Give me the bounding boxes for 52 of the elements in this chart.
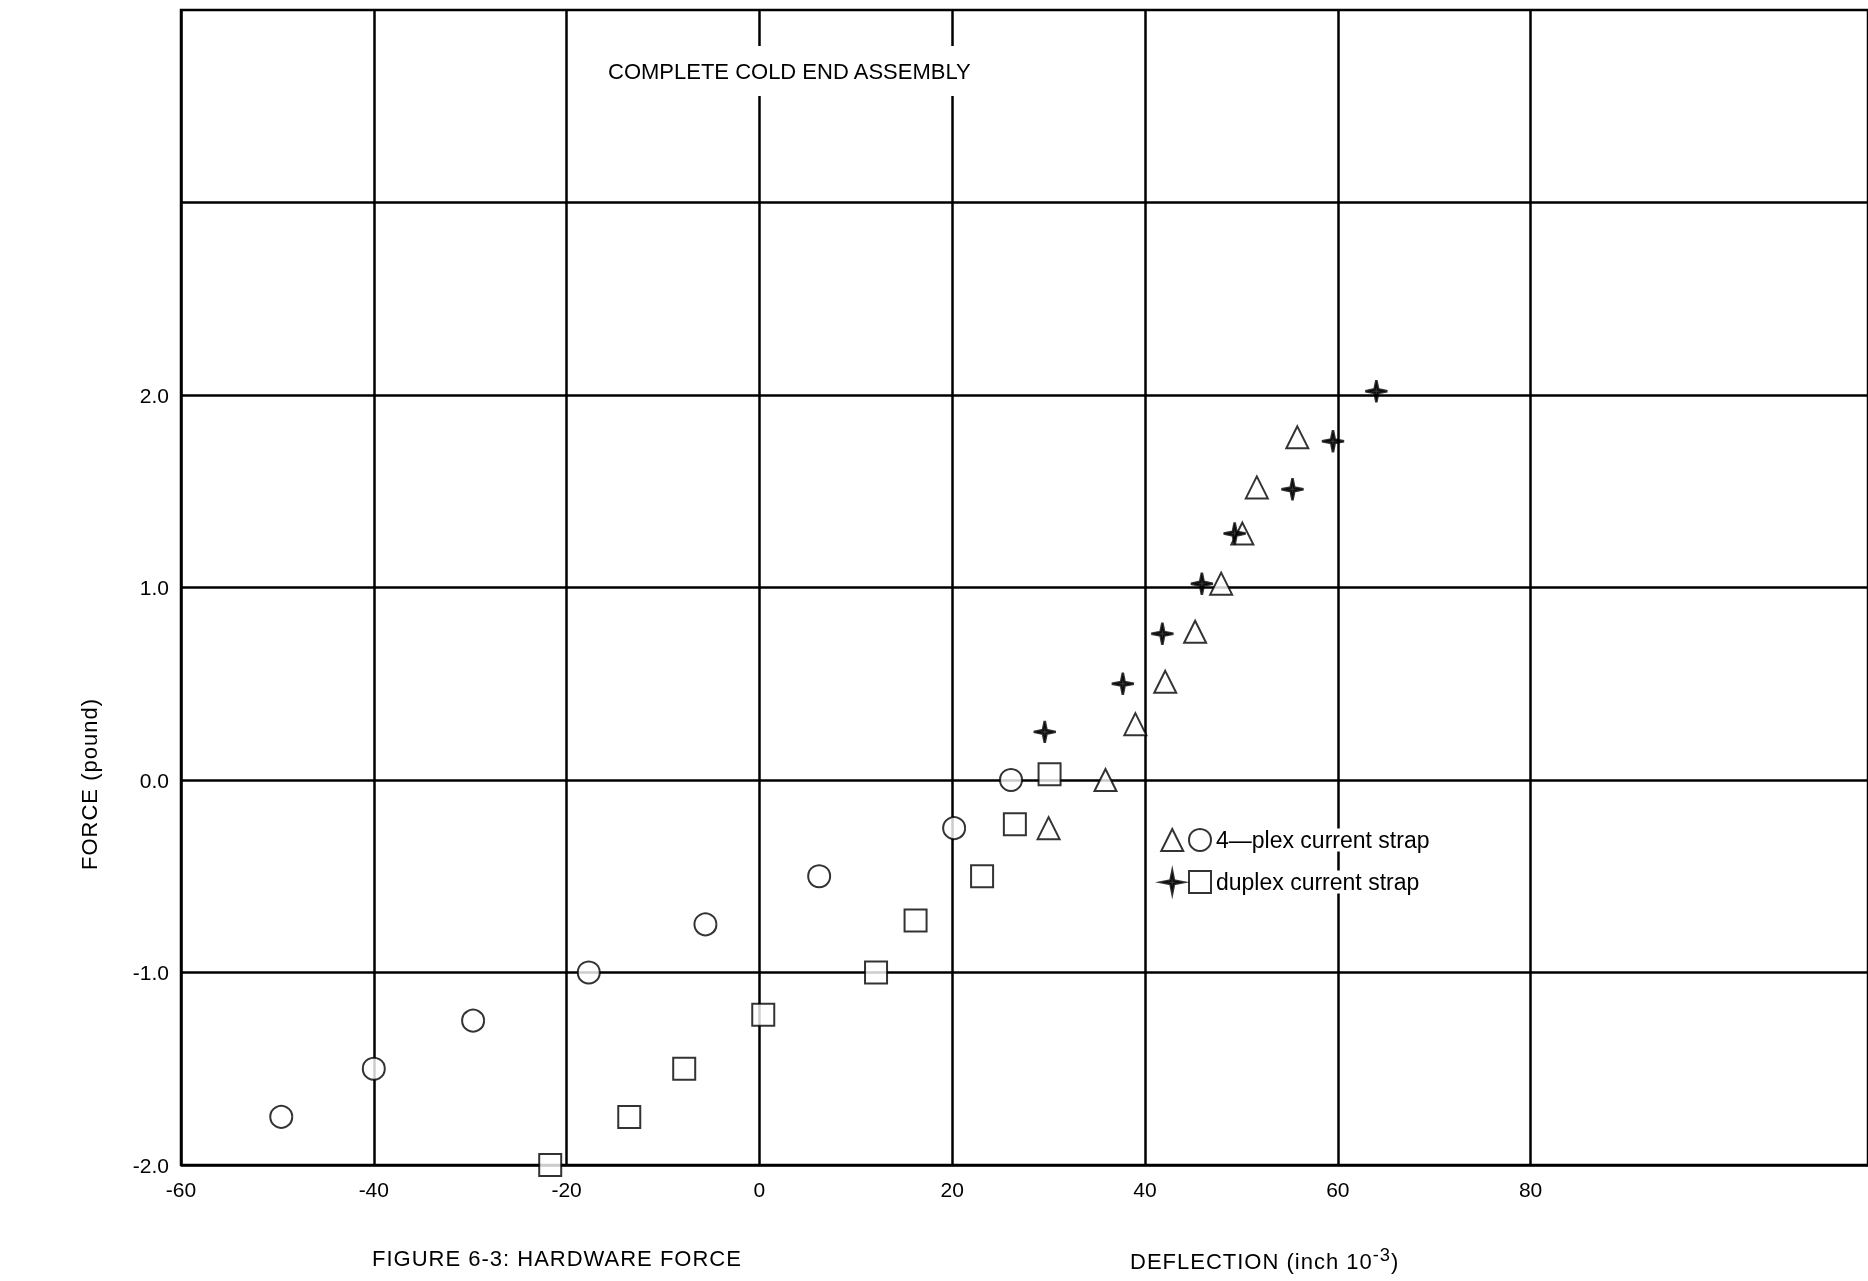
point — [617, 1104, 642, 1129]
point — [1150, 621, 1175, 646]
x-tick-label: -40 — [358, 1178, 389, 1201]
point — [1320, 428, 1346, 454]
point — [269, 1104, 294, 1129]
point — [1364, 378, 1389, 404]
point — [1153, 669, 1178, 694]
point — [1032, 719, 1057, 745]
y-tick-label: 1.0 — [139, 576, 169, 599]
x-tick-label: 0 — [753, 1178, 766, 1201]
point — [1280, 477, 1305, 502]
y-tick-label: -2.0 — [132, 1153, 169, 1177]
x-axis-title: DEFLECTION (inch 10$^{-3}$) — [1130, 1244, 1400, 1276]
point — [903, 908, 928, 933]
x-tick-label: 80 — [1518, 1178, 1543, 1201]
point — [1037, 762, 1062, 787]
point — [1222, 521, 1247, 546]
text: COMPLETE COLD END ASSEMBLY — [608, 58, 972, 84]
point — [361, 1056, 386, 1081]
point — [864, 960, 889, 985]
point — [1123, 712, 1148, 737]
y-tick-label: 2.0 — [139, 383, 169, 407]
point — [1002, 812, 1027, 837]
point — [1183, 619, 1208, 644]
point — [1036, 816, 1061, 841]
x-tick-label: 40 — [1133, 1178, 1157, 1201]
legend-label: 4—plex current strap — [1216, 827, 1430, 853]
x-tick-label: 20 — [940, 1178, 964, 1201]
point — [970, 864, 995, 889]
y-tick-label: -1.0 — [132, 961, 169, 984]
y-axis-title: FORCE (pound) — [77, 698, 103, 870]
point — [1110, 671, 1136, 696]
point — [1093, 768, 1118, 792]
point — [807, 864, 832, 889]
x-tick-label: -20 — [551, 1178, 582, 1201]
x-tick-label: 60 — [1326, 1178, 1350, 1201]
y-tick-label: 0.0 — [139, 768, 169, 792]
point — [461, 1008, 486, 1033]
point — [1209, 571, 1234, 596]
legend-label: duplex current strap — [1216, 869, 1420, 895]
point — [751, 1002, 776, 1027]
point — [942, 816, 967, 841]
x-tick-label: -60 — [165, 1178, 197, 1201]
point — [693, 912, 718, 937]
point — [1244, 475, 1269, 500]
point — [1285, 425, 1310, 450]
point — [672, 1056, 697, 1081]
point — [576, 960, 601, 985]
point — [999, 768, 1023, 792]
point — [538, 1153, 563, 1177]
caption: FIGURE 6-3: HARDWARE FORCE — [372, 1246, 742, 1272]
point — [1189, 571, 1215, 596]
